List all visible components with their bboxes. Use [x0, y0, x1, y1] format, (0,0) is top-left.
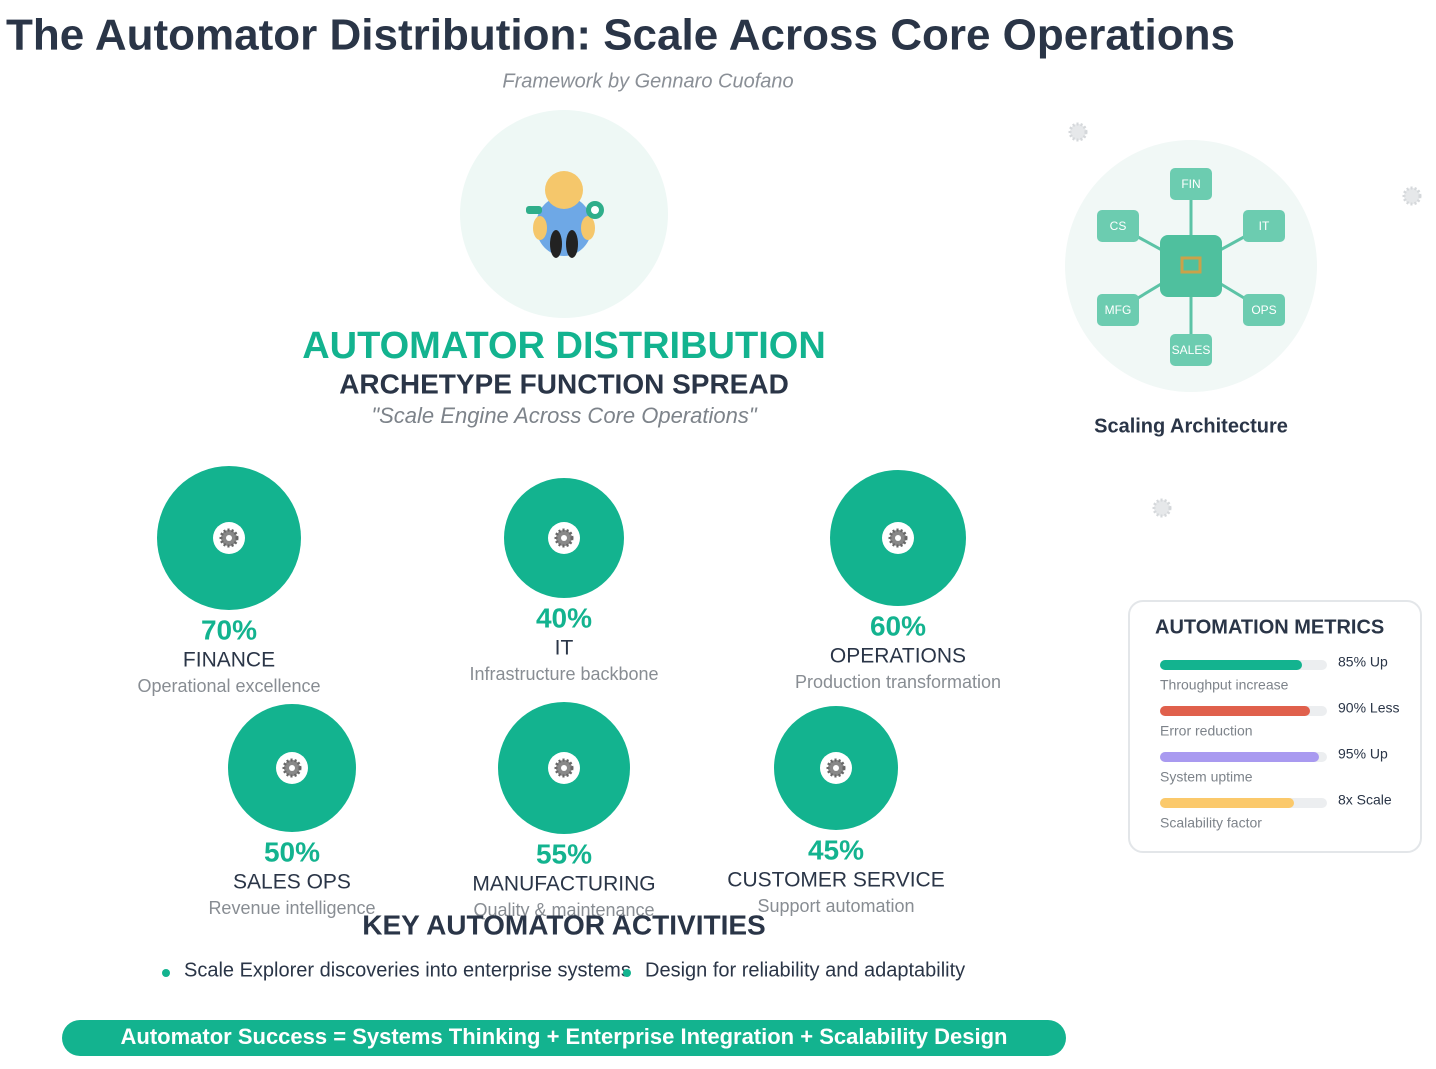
architecture-caption: Scaling Architecture — [1094, 415, 1288, 437]
function-description: Quality & maintenance — [473, 900, 654, 920]
node — [1170, 334, 1212, 366]
metric-label: 85% Up — [1338, 654, 1388, 670]
bullet — [162, 969, 170, 977]
function-name: FINANCE — [183, 649, 275, 672]
node — [1243, 210, 1285, 242]
decor-gear — [1152, 498, 1172, 518]
function-percent: 60% — [870, 610, 926, 641]
activities: Scale Explorer discoveries into enterpri… — [162, 959, 965, 981]
function-description: Production transformation — [795, 672, 1001, 692]
gear-hole — [561, 535, 567, 541]
metrics-title: AUTOMATION METRICS — [1155, 616, 1384, 638]
hero-tagline: "Scale Engine Across Core Operations" — [371, 403, 758, 428]
functions: 70% FINANCE Operational excellence 40% IT Inf… — [137, 466, 1001, 920]
function-name: IT — [555, 637, 574, 660]
metric-caption: Scalability factor — [1160, 815, 1262, 831]
metric-caption: Error reduction — [1160, 723, 1253, 739]
activity: Scale Explorer discoveries into enterpri… — [184, 959, 631, 981]
gear-hole — [226, 535, 232, 541]
function-description: Support automation — [757, 896, 914, 916]
node-label: OPS — [1251, 303, 1276, 317]
node — [1097, 294, 1139, 326]
metric-label: 95% Up — [1338, 746, 1388, 762]
function-description: Operational excellence — [137, 676, 320, 696]
node-label: SALES — [1172, 343, 1211, 357]
node-label: MFG — [1105, 303, 1132, 317]
node — [1097, 210, 1139, 242]
metric-bar — [1160, 660, 1302, 670]
formula: Automator Success = Systems Thinking + E… — [121, 1024, 1008, 1049]
gear-hole — [289, 765, 295, 771]
function-name: CUSTOMER SERVICE — [727, 869, 944, 892]
function-name: SALES OPS — [233, 871, 351, 894]
metric-caption: Throughput increase — [1160, 677, 1289, 693]
function-name: MANUFACTURING — [472, 873, 655, 896]
function-name: OPERATIONS — [830, 645, 966, 668]
metric-label: 8x Scale — [1338, 792, 1392, 808]
function-percent: 70% — [201, 614, 257, 645]
metric-caption: System uptime — [1160, 769, 1253, 785]
hub — [1160, 235, 1222, 297]
decor-gear — [1068, 122, 1088, 142]
function-percent: 55% — [536, 838, 592, 869]
page-title: The Automator Distribution: Scale Across… — [6, 11, 1235, 60]
node-label: IT — [1259, 219, 1270, 233]
function-percent: 50% — [264, 836, 320, 867]
function-percent: 40% — [536, 602, 592, 633]
metric-bar — [1160, 752, 1319, 762]
metric-bar — [1160, 706, 1310, 716]
metric-label: 90% Less — [1338, 700, 1399, 716]
hub-icon — [1180, 256, 1202, 274]
subtitle: Framework by Gennaro Cuofano — [502, 70, 793, 92]
formula-pill — [62, 1020, 1066, 1056]
activity: Design for reliability and adaptability — [645, 959, 965, 981]
node-label: FIN — [1181, 177, 1200, 191]
decor-gear — [1402, 186, 1422, 206]
metrics: 85% Up Throughput increase 90% Less Error r… — [1160, 654, 1399, 831]
function-description: Revenue intelligence — [208, 898, 375, 918]
node-label: CS — [1110, 219, 1127, 233]
automator-figure — [526, 171, 604, 258]
node — [1170, 168, 1212, 200]
function-percent: 45% — [808, 834, 864, 865]
function-description: Infrastructure backbone — [469, 664, 658, 684]
architecture: FIN IT OPS SALES MFG CS — [1097, 168, 1285, 366]
gear-hole — [833, 765, 839, 771]
bullet — [623, 969, 631, 977]
node — [1243, 294, 1285, 326]
gear-hole — [895, 535, 901, 541]
activities-title: KEY AUTOMATOR ACTIVITIES — [362, 909, 765, 940]
hero-title: AUTOMATOR DISTRIBUTION — [302, 325, 826, 367]
hero-subtitle: ARCHETYPE FUNCTION SPREAD — [339, 368, 789, 399]
gear-hole — [561, 765, 567, 771]
metric-bar — [1160, 798, 1294, 808]
